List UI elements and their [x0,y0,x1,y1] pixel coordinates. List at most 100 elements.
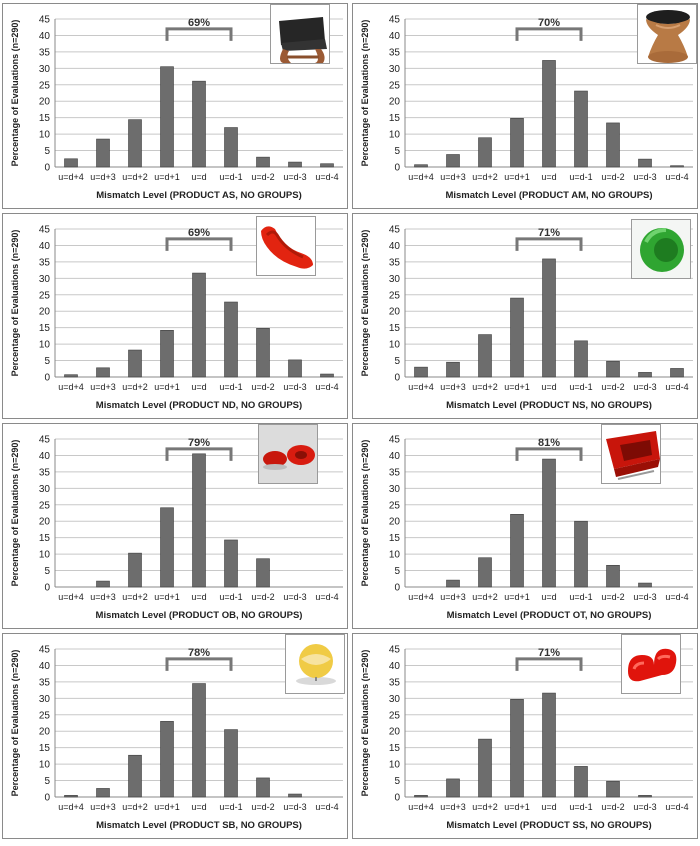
bar-u=d-3 [638,158,652,168]
x-tick-label: u=d-3 [633,802,656,812]
chart-panel: 0 5 10 15 20 25 30 35 40 45 Percentage of Evaluati… [2,633,348,839]
bar-u=d+2 [478,738,492,798]
y-tick-label: 40 [39,661,51,672]
x-tick-label: u=d+2 [122,172,148,182]
bar-u=d-1 [224,301,238,378]
x-tick-label: u=d+1 [504,172,530,182]
x-tick-label: u=d+4 [408,382,434,392]
bar-u=d-3 [638,582,652,588]
y-tick-label: 40 [39,241,51,252]
y-tick-label: 0 [44,793,50,804]
y-axis-label: Percentage of Evaluations (n=290) [360,650,370,797]
y-tick-label: 35 [39,257,51,268]
bar-u=d+1 [510,118,524,168]
bar-u=d+2 [478,137,492,168]
bar-u=d+3 [96,580,110,588]
bar-u=d+2 [128,754,142,798]
y-tick-label: 0 [394,583,400,594]
x-axis-label: Mismatch Level (PRODUCT OB, NO GROUPS) [96,610,303,621]
y-tick-label: 5 [44,146,50,157]
wooden-lounge-chair-icon [270,4,330,64]
chart-panel: 0 5 10 15 20 25 30 35 40 45 Percentage of Evaluati… [2,423,348,629]
x-axis-label: Mismatch Level (PRODUCT OT, NO GROUPS) [447,610,652,621]
y-tick-label: 10 [39,760,51,771]
y-tick-label: 10 [389,550,401,561]
x-tick-label: u=d-1 [569,592,592,602]
chart-panel: 0 5 10 15 20 25 30 35 40 45 Percentage of Evaluati… [2,213,348,419]
bar-u=d+3 [96,788,110,798]
x-tick-label: u=d-3 [283,172,306,182]
x-tick-label: u=d [191,382,206,392]
y-tick-label: 20 [389,517,401,528]
bar-u=d [192,272,206,378]
bar-u=d-3 [288,793,302,798]
y-tick-label: 30 [389,64,401,75]
y-tick-label: 5 [44,776,50,787]
x-tick-label: u=d-4 [315,592,338,602]
bar-u=d [542,692,556,798]
bar-u=d+2 [478,334,492,378]
y-axis-label: Percentage of Evaluations (n=290) [360,440,370,587]
bar-u=d+2 [128,119,142,168]
x-tick-label: u=d+2 [472,592,498,602]
y-tick-label: 10 [389,130,401,141]
y-tick-label: 40 [39,31,51,42]
bracket [515,27,583,41]
x-tick-label: u=d [541,172,556,182]
y-tick-label: 45 [39,435,51,446]
y-tick-label: 15 [39,113,51,124]
bar-chart: 0 5 10 15 20 25 30 35 40 45 Percentage of Evaluati… [10,15,343,201]
bracket-percentage: 78% [188,647,210,659]
y-tick-label: 35 [39,47,51,58]
bracket-percentage: 69% [188,17,210,29]
x-tick-label: u=d+1 [154,382,180,392]
y-tick-label: 25 [39,290,51,301]
x-tick-label: u=d+4 [408,172,434,182]
y-tick-label: 25 [39,710,51,721]
x-tick-label: u=d+3 [440,382,466,392]
y-tick-label: 15 [39,533,51,544]
x-tick-label: u=d-4 [315,382,338,392]
y-tick-label: 0 [44,373,50,384]
bar-u=d-1 [574,766,588,798]
x-tick-label: u=d-3 [633,592,656,602]
bar-u=d+2 [128,552,142,588]
x-tick-label: u=d+3 [90,382,116,392]
x-tick-label: u=d+4 [408,592,434,602]
y-tick-label: 20 [39,517,51,528]
y-tick-label: 35 [39,467,51,478]
x-tick-label: u=d-1 [219,802,242,812]
y-tick-label: 45 [389,15,401,26]
x-tick-label: u=d-2 [601,802,624,812]
y-tick-label: 0 [394,163,400,174]
bracket-percentage: 71% [538,647,560,659]
x-tick-label: u=d [191,172,206,182]
y-axis-label: Percentage of Evaluations (n=290) [10,20,20,167]
red-armchair-icon [601,424,661,484]
x-tick-label: u=d+4 [58,802,84,812]
bar-u=d [542,258,556,378]
bar-u=d-2 [606,122,620,168]
bar-u=d-2 [606,780,620,798]
x-tick-label: u=d+2 [472,172,498,182]
y-tick-label: 35 [389,467,401,478]
x-tick-label: u=d-2 [601,592,624,602]
bar-u=d-3 [638,372,652,378]
x-tick-label: u=d-2 [251,172,274,182]
y-tick-label: 40 [389,31,401,42]
y-tick-label: 25 [389,710,401,721]
x-tick-label: u=d+1 [154,592,180,602]
x-tick-label: u=d+3 [90,802,116,812]
bar-u=d+3 [96,367,110,378]
x-tick-label: u=d-4 [665,592,688,602]
y-tick-label: 10 [389,340,401,351]
bar-chart: 0 5 10 15 20 25 30 35 40 45 Percentage of Evaluati… [10,435,343,621]
red-lounge-chair-icon [256,216,316,276]
x-tick-label: u=d-1 [569,382,592,392]
bar-u=d-1 [224,539,238,588]
y-axis-label: Percentage of Evaluations (n=290) [360,230,370,377]
bar-u=d-1 [574,520,588,588]
bracket [515,447,583,461]
yellow-sphere-chair-icon [285,634,345,694]
y-tick-label: 40 [389,241,401,252]
